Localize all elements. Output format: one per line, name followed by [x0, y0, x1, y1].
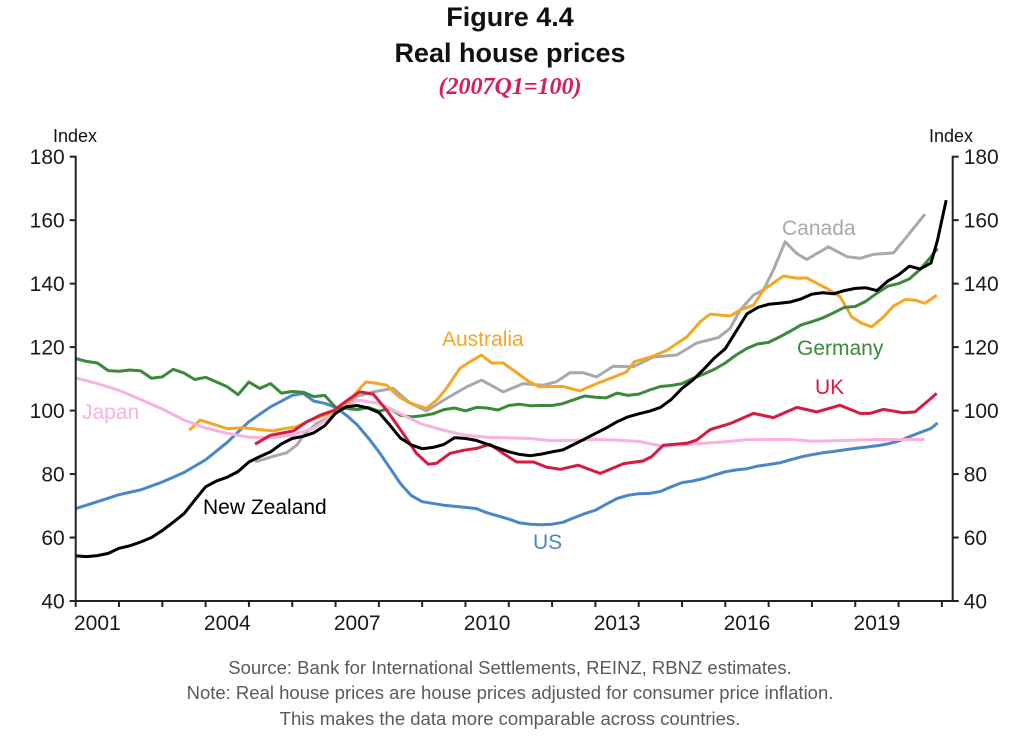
- chart-title: Real house prices: [394, 38, 626, 68]
- series-line-us: [75, 391, 939, 527]
- footnote: Note: Real house prices are house prices…: [186, 682, 834, 703]
- series-line-new-zealand: [75, 199, 948, 559]
- x-tick-label: 2019: [854, 612, 901, 635]
- series-label-japan: Japan: [82, 401, 139, 424]
- footnote-continued: This makes the data more comparable acro…: [279, 708, 741, 729]
- y-tick-label-right: 140: [964, 273, 999, 296]
- series-label-australia: Australia: [442, 328, 524, 351]
- x-tick-label: 2007: [334, 612, 381, 635]
- y-tick-label-left: 160: [30, 210, 65, 233]
- y-tick-label-left: 120: [30, 337, 65, 360]
- y-tick-label-right: 160: [964, 210, 999, 233]
- y-tick-label-left: 100: [30, 400, 65, 423]
- x-tick-label: 2004: [204, 612, 251, 635]
- series-line-germany: [75, 247, 939, 419]
- axis-tick-labels: 40 40 60 60 80 80 100 100 120 120 140 140 160 160 180 1…: [30, 146, 999, 635]
- y-tick-label-left: 80: [41, 464, 64, 487]
- y-tick-label-left: 140: [30, 273, 65, 296]
- y-tick-label-left: 180: [30, 146, 65, 169]
- series-labels: US Canada Australia Germany Japan UK New…: [82, 217, 884, 554]
- series-label-germany: Germany: [797, 337, 884, 360]
- chart-subtitle: (2007Q1=100): [438, 74, 582, 100]
- series-label-new-zealand: New Zealand: [203, 496, 327, 519]
- x-tick-label: 2016: [724, 612, 771, 635]
- x-tick-label: 2013: [594, 612, 641, 635]
- figure-number: Figure 4.4: [446, 2, 574, 32]
- series-label-us: US: [533, 531, 562, 554]
- y-tick-label-right: 180: [964, 146, 999, 169]
- y-tick-label-right: 100: [964, 400, 999, 423]
- x-tick-label: 2001: [74, 612, 121, 635]
- series-lines: [75, 199, 948, 559]
- x-tick-label: 2010: [464, 612, 511, 635]
- y-tick-label-right: 40: [964, 591, 987, 614]
- y-axis-title-left: Index: [53, 126, 98, 146]
- y-tick-label-right: 120: [964, 337, 999, 360]
- y-tick-label-right: 60: [964, 527, 987, 550]
- series-line-uk: [254, 390, 938, 475]
- y-tick-label-right: 80: [964, 464, 987, 487]
- series-label-uk: UK: [815, 376, 844, 399]
- y-axis-title-right: Index: [929, 126, 974, 146]
- series-label-canada: Canada: [782, 217, 856, 240]
- y-tick-label-left: 60: [41, 527, 64, 550]
- source-note: Source: Bank for International Settlemen…: [228, 657, 792, 678]
- series-line-japan: [75, 376, 925, 448]
- y-tick-label-left: 40: [41, 591, 64, 614]
